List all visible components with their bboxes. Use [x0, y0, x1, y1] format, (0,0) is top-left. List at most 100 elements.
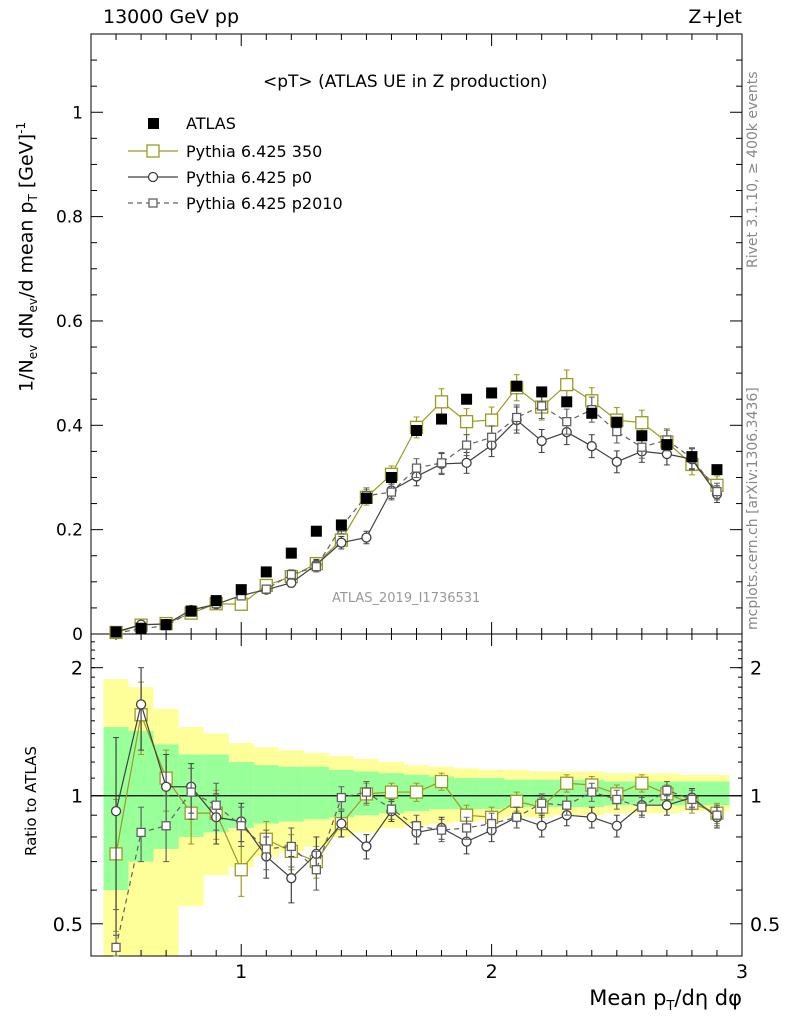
ratio-point-pythia-6-425-p2010-14 — [461, 823, 472, 833]
main-point-atlas-10 — [360, 492, 372, 504]
tick-labels: 0 0.2 0.4 0.6 0.8 1 0.5 0.5 1 1 2 2 1 2 3 — [53, 103, 780, 983]
main-point-pythia-6-425-p2010-13 — [436, 458, 447, 468]
ratio-point-pythia-6-425-p2010-19 — [587, 787, 597, 797]
legend-p2010: Pythia 6.425 p2010 — [186, 194, 343, 213]
ratio-point-pythia-6-425-p2010-16 — [512, 812, 522, 822]
ratio-point-pythia-6-425-p0-9 — [336, 818, 347, 829]
main-point-atlas-11 — [385, 471, 397, 483]
main-point-pythia-6-425-p0-19 — [586, 441, 597, 452]
main-point-atlas-13 — [436, 413, 448, 425]
band-inner-15 — [479, 778, 505, 810]
band-inner-8 — [303, 766, 329, 820]
ratio-point-pythia-6-425-p2010-13 — [436, 825, 447, 835]
band-inner-7 — [278, 766, 304, 822]
ratio-point-pythia-6-425-350-13 — [434, 774, 449, 789]
main-point-pythia-6-425-p0-17 — [536, 435, 547, 447]
x-tick-label-2: 3 — [736, 961, 748, 983]
side-label-rivet: Rivet 3.1.10, ≥ 400k events — [745, 71, 761, 268]
ratio-point-pythia-6-425-p2010-15 — [486, 818, 497, 829]
ratio-point-pythia-6-425-p2010-18 — [562, 800, 572, 810]
main-ytick-label-3: 0.6 — [56, 312, 83, 332]
main-point-atlas-4 — [210, 595, 222, 607]
main-point-atlas-21 — [636, 430, 648, 442]
x-tick-label-0: 1 — [235, 961, 247, 983]
ratio-point-pythia-6-425-p2010-17 — [537, 798, 547, 808]
legend-marker-p350 — [146, 144, 160, 158]
header-left: 13000 GeV pp — [103, 6, 240, 28]
ratio-point-pythia-6-425-p2010-23 — [687, 794, 697, 805]
ratio-point-pythia-6-425-p0-19 — [586, 812, 597, 823]
ratio-plot-series — [109, 667, 724, 957]
plot-title: <pT> (ATLAS UE in Z production) — [263, 72, 548, 92]
ratio-point-pythia-6-425-350-5 — [234, 863, 248, 877]
side-label-mcplots: mcplots.cern.ch [arXiv:1306.3436] — [745, 387, 761, 630]
main-point-pythia-6-425-p2010-7 — [286, 569, 296, 580]
ratio-point-pythia-6-425-350-12 — [409, 785, 424, 799]
main-point-pythia-6-425-p2010-14 — [461, 440, 472, 450]
main-point-atlas-7 — [285, 547, 297, 559]
main-point-pythia-6-425-p2010-16 — [512, 412, 522, 423]
ratio-ytick-label-right-1: 1 — [750, 786, 762, 808]
main-point-pythia-6-425-p2010-15 — [486, 432, 497, 442]
ratio-point-pythia-6-425-p2010-20 — [612, 794, 622, 805]
ratio-point-pythia-6-425-p0-7 — [286, 873, 297, 884]
main-point-pythia-6-425-350-18 — [560, 377, 574, 392]
main-point-atlas-1 — [135, 622, 147, 634]
main-point-atlas-15 — [486, 387, 498, 399]
main-point-atlas-16 — [511, 380, 523, 392]
main-ytick-label-5: 1 — [72, 103, 83, 123]
legend-atlas: ATLAS — [186, 114, 236, 133]
ratio-point-pythia-6-425-p2010-10 — [361, 787, 372, 797]
main-point-atlas-8 — [310, 525, 322, 537]
main-point-atlas-3 — [185, 605, 197, 617]
main-point-pythia-6-425-350-14 — [459, 415, 474, 429]
main-point-pythia-6-425-p2010-24 — [712, 486, 722, 497]
ratio-point-pythia-6-425-p2010-22 — [662, 785, 672, 795]
legend-marker-p2010 — [148, 198, 158, 208]
main-point-pythia-6-425-p2010-20 — [612, 426, 622, 437]
main-point-pythia-6-425-p0-20 — [611, 456, 622, 467]
ratio-point-pythia-6-425-p2010-7 — [286, 841, 296, 852]
ratio-point-pythia-6-425-p2010-1 — [136, 827, 146, 838]
ratio-ytick-label-left-0: 0.5 — [53, 914, 83, 936]
main-ytick-label-2: 0.4 — [56, 416, 83, 436]
main-point-atlas-2 — [160, 619, 172, 631]
main-ytick-label-0: 0 — [72, 625, 83, 645]
main-ytick-label-1: 0.2 — [56, 521, 83, 541]
ratio-ytick-label-left-2: 2 — [71, 658, 83, 680]
ratio-point-pythia-6-425-350-11 — [384, 785, 399, 799]
ratio-point-pythia-6-425-p0-22 — [661, 800, 673, 811]
main-point-atlas-5 — [235, 584, 247, 596]
legend-p350: Pythia 6.425 350 — [186, 142, 323, 161]
main-point-pythia-6-425-p2010-6 — [261, 584, 271, 594]
legend-marker-p0 — [147, 171, 159, 183]
ratio-point-pythia-6-425-p2010-2 — [161, 821, 171, 831]
main-point-pythia-6-425-p2010-18 — [562, 417, 572, 427]
ratio-point-pythia-6-425-p0-0 — [110, 805, 122, 817]
ratio-point-pythia-6-425-p2010-9 — [336, 792, 347, 803]
legend-marker-atlas — [148, 118, 159, 129]
main-point-pythia-6-425-350-21 — [635, 416, 649, 430]
x-tick-label-1: 2 — [486, 961, 498, 983]
main-point-atlas-17 — [536, 386, 548, 398]
main-point-atlas-12 — [411, 425, 422, 437]
ratio-point-pythia-6-425-p2010-8 — [311, 865, 321, 875]
legend-markers — [128, 118, 178, 208]
band-inner-24 — [704, 781, 730, 806]
ratio-ytick-label-left-1: 1 — [71, 786, 83, 808]
ratio-point-pythia-6-425-p0-1 — [135, 699, 147, 710]
ratio-point-pythia-6-425-p0-17 — [536, 820, 547, 831]
main-point-pythia-6-425-p0-10 — [361, 532, 372, 543]
main-y-axis-label: 1/Nev dNev/d mean pT [GeV]-1 — [14, 121, 41, 392]
ratio-plot-axes — [90, 633, 743, 957]
main-point-pythia-6-425-p2010-21 — [637, 442, 647, 452]
ratio-point-pythia-6-425-350-18 — [560, 776, 574, 790]
main-point-atlas-24 — [711, 464, 723, 476]
main-point-atlas-9 — [335, 519, 347, 531]
ratio-point-pythia-6-425-p0-2 — [160, 781, 172, 792]
main-plot-series — [109, 369, 724, 640]
ratio-y-axis-label: Ratio to ATLAS — [22, 746, 40, 856]
main-point-pythia-6-425-p2010-11 — [386, 487, 397, 497]
ratio-point-pythia-6-425-p2010-21 — [637, 802, 647, 812]
